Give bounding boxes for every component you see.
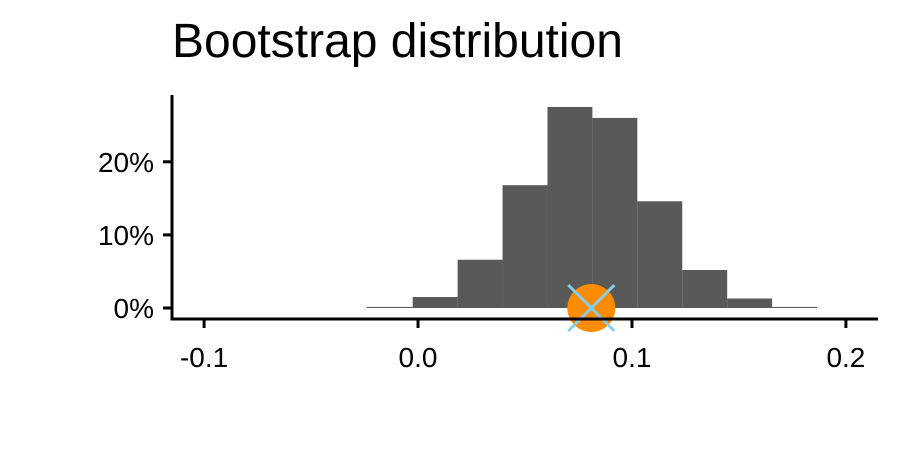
histogram-bars bbox=[366, 106, 818, 309]
histogram-bar-3 bbox=[457, 259, 503, 308]
y-axis-ticks: 0% 10% 20% bbox=[98, 147, 172, 324]
x-tick-label-2: 0.0 bbox=[399, 342, 438, 373]
y-tick-label-1: 0% bbox=[114, 293, 154, 324]
y-tick-label-2: 10% bbox=[98, 220, 154, 251]
histogram-bar-1 bbox=[366, 306, 413, 308]
x-tick-label-1: -0.1 bbox=[180, 342, 228, 373]
histogram-bar-6 bbox=[592, 117, 638, 309]
histogram-bar-4 bbox=[502, 185, 548, 308]
histogram-bar-7 bbox=[637, 201, 683, 308]
chart-title: Bootstrap distribution bbox=[172, 15, 623, 68]
x-tick-label-3: 0.1 bbox=[613, 342, 652, 373]
histogram-bar-5 bbox=[547, 106, 593, 308]
estimate-markers bbox=[567, 283, 616, 333]
x-tick-label-4: 0.2 bbox=[826, 342, 865, 373]
histogram-bar-9 bbox=[727, 298, 773, 308]
y-tick-label-3: 20% bbox=[98, 147, 154, 178]
x-axis-ticks: -0.1 0.0 0.1 0.2 bbox=[180, 319, 865, 373]
histogram-bar-10 bbox=[772, 306, 818, 308]
axes bbox=[170, 95, 878, 321]
histogram-bar-8 bbox=[682, 269, 728, 308]
histogram-bar-2 bbox=[412, 297, 458, 308]
cross-marker bbox=[567, 283, 616, 333]
